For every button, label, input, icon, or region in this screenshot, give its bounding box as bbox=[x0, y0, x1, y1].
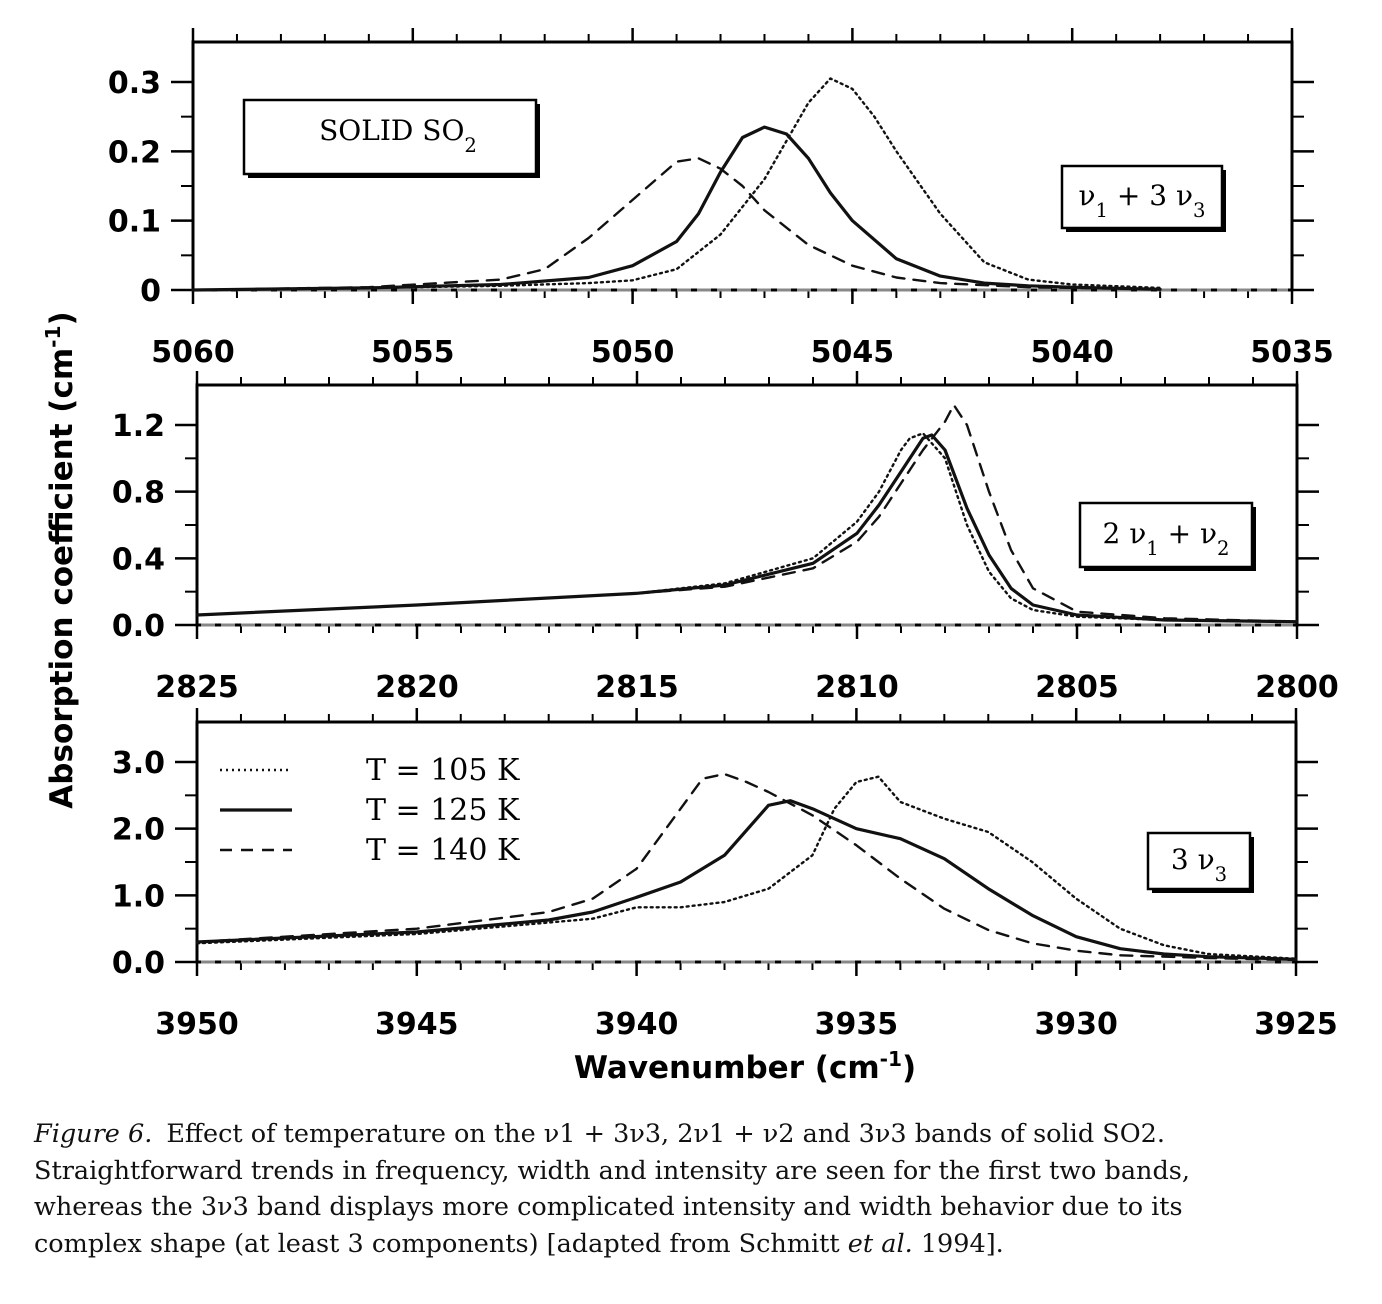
x-tick-label: 3925 bbox=[1254, 1007, 1338, 1042]
y-tick-label: 1.2 bbox=[112, 409, 165, 444]
y-tick-label: 0.0 bbox=[112, 609, 165, 644]
caption-line-1: Figure 6. Effect of temperature on the ν1… bbox=[34, 1116, 1354, 1153]
caption-line-2: Straightforward trends in frequency, wid… bbox=[34, 1155, 1190, 1186]
caption-line-4-prefix: complex shape (at least 3 components) [a… bbox=[34, 1228, 848, 1259]
x-tick-label: 2825 bbox=[155, 670, 239, 705]
x-tick-label: 5045 bbox=[811, 335, 895, 370]
x-tick-label: 5040 bbox=[1030, 335, 1114, 370]
x-tick-label: 2810 bbox=[815, 670, 899, 705]
series-dashed bbox=[195, 403, 1299, 623]
caption-line-3: whereas the 3ν3 band displays more compl… bbox=[34, 1192, 1183, 1222]
annotation-label: 2 ν1 + ν2 bbox=[1103, 517, 1230, 560]
series-dotted bbox=[195, 432, 1299, 623]
y-tick-label: 0.1 bbox=[108, 205, 161, 240]
annotation-box bbox=[242, 98, 538, 176]
x-tick-label: 3930 bbox=[1034, 1007, 1118, 1042]
x-tick-label: 5055 bbox=[371, 335, 455, 370]
figure-caption: Figure 6. Effect of temperature on the ν1… bbox=[34, 1116, 1354, 1262]
x-axis-title: Wavenumber (cm-1) bbox=[574, 1047, 916, 1086]
annotation-label: 3 ν3 bbox=[1171, 843, 1227, 886]
series-dotted bbox=[195, 775, 1298, 960]
legend-label: T = 105 K bbox=[366, 753, 520, 788]
caption-line-1-text: Effect of temperature on the ν1 + 3ν3, 2… bbox=[166, 1119, 1165, 1149]
series-dashed bbox=[191, 157, 1162, 292]
caption-line-4-suffix: 1994]. bbox=[912, 1228, 1004, 1259]
x-tick-label: 3935 bbox=[815, 1007, 899, 1042]
panel-3: 3950 3945 3940 3935 3930 3925 0.0 1.0 2.0 3.0 3 ν3 bbox=[112, 708, 1338, 1042]
y-tick-label: 0.2 bbox=[108, 135, 161, 170]
panel-1: 5060 5055 5050 5045 5040 5035 0 0.1 0.2 0.3 SOLID … bbox=[108, 28, 1334, 370]
x-tick-label: 2800 bbox=[1255, 670, 1339, 705]
y-tick-label: 0.0 bbox=[112, 946, 165, 981]
y-tick-label: 1.0 bbox=[112, 879, 165, 914]
series-solid bbox=[191, 125, 1162, 292]
caption-figure-label: Figure 6. bbox=[34, 1119, 153, 1149]
annotation-label: ν1 + 3 ν3 bbox=[1079, 179, 1206, 222]
annotation-box bbox=[1078, 501, 1254, 569]
x-tick-label: 2820 bbox=[375, 670, 459, 705]
legend-label: T = 140 K bbox=[366, 833, 520, 868]
y-tick-label: 0 bbox=[140, 274, 161, 309]
legend-label: T = 125 K bbox=[366, 793, 520, 828]
legend: T = 105 K T = 125 K T = 140 K bbox=[220, 753, 520, 868]
annotation-box bbox=[1146, 831, 1252, 891]
x-tick-label: 3950 bbox=[155, 1007, 239, 1042]
y-axis-title: Absorption coefficient (cm-1) bbox=[41, 311, 80, 808]
caption-line-4: complex shape (at least 3 components) [a… bbox=[34, 1226, 1354, 1263]
panel-2: 2825 2820 2815 2810 2805 2800 0.0 0.4 0.8 1.2 2 ν1… bbox=[112, 371, 1339, 705]
panel-frame bbox=[195, 720, 1298, 964]
x-tick-label: 3945 bbox=[375, 1007, 459, 1042]
annotation-label: SOLID SO2 bbox=[319, 114, 477, 157]
x-tick-label: 3940 bbox=[595, 1007, 679, 1042]
y-tick-label: 2.0 bbox=[112, 813, 165, 848]
series-solid bbox=[195, 799, 1298, 961]
series-solid bbox=[195, 433, 1299, 624]
y-tick-label: 3.0 bbox=[112, 746, 165, 781]
y-tick-label: 0.4 bbox=[112, 542, 165, 577]
series-dashed bbox=[195, 772, 1298, 962]
x-tick-label: 5060 bbox=[151, 335, 235, 370]
x-tick-label: 5050 bbox=[591, 335, 675, 370]
series-dotted bbox=[191, 77, 1162, 292]
x-tick-label: 2815 bbox=[595, 670, 679, 705]
figure-6-chart: Absorption coefficient (cm-1) Wavenumber… bbox=[41, 28, 1339, 1086]
y-tick-label: 0.8 bbox=[112, 476, 165, 511]
x-tick-label: 5035 bbox=[1250, 335, 1334, 370]
x-tick-label: 2805 bbox=[1035, 670, 1119, 705]
annotation-box bbox=[1060, 164, 1224, 230]
y-tick-label: 0.3 bbox=[108, 66, 161, 101]
caption-et-al: et al. bbox=[847, 1228, 913, 1259]
